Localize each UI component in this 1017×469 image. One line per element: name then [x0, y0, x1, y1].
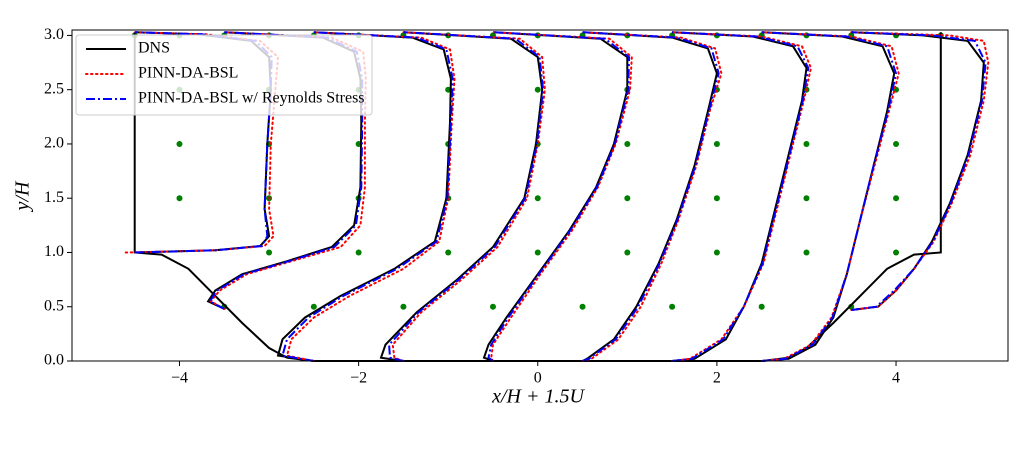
- y-tick-label: 0.5: [44, 297, 64, 314]
- sample-point: [534, 249, 541, 256]
- sample-point: [534, 195, 541, 202]
- sample-point: [624, 140, 631, 147]
- sample-point: [893, 249, 900, 256]
- sample-point: [713, 195, 720, 202]
- x-tick-label: 4: [892, 370, 900, 387]
- y-tick-label: 3.0: [44, 26, 64, 43]
- sample-point: [803, 249, 810, 256]
- y-tick-label: 0.0: [44, 352, 64, 369]
- legend-label: DNS: [138, 40, 170, 57]
- x-tick-label: −4: [171, 370, 188, 387]
- y-tick-label: 2.5: [44, 80, 64, 97]
- sample-point: [445, 249, 452, 256]
- plot-frame: [71, 29, 1009, 362]
- x-axis-label: x/H + 1.5U: [491, 386, 585, 408]
- y-tick-label: 1.5: [44, 189, 64, 206]
- sample-point: [176, 195, 183, 202]
- sample-point: [579, 303, 586, 310]
- sample-point: [803, 195, 810, 202]
- profile-line: [134, 31, 987, 362]
- sample-point: [713, 140, 720, 147]
- sample-point: [758, 303, 765, 310]
- sample-point: [310, 303, 317, 310]
- legend-label: PINN-DA-BSL: [138, 65, 238, 82]
- legend-box: [75, 34, 373, 116]
- sample-point: [803, 140, 810, 147]
- sample-point: [624, 195, 631, 202]
- y-axis-label: y/H: [12, 180, 34, 212]
- sample-point: [489, 303, 496, 310]
- y-tick-label: 2.0: [44, 135, 64, 152]
- sample-point: [400, 303, 407, 310]
- legend-label: PINN-DA-BSL w/ Reynolds Stress: [138, 90, 365, 107]
- sample-point: [624, 249, 631, 256]
- sample-point: [713, 249, 720, 256]
- sample-point: [669, 303, 676, 310]
- sample-point: [893, 140, 900, 147]
- sample-point: [534, 86, 541, 93]
- sample-point: [266, 249, 273, 256]
- sample-point: [893, 195, 900, 202]
- x-tick-label: −2: [350, 370, 367, 387]
- sample-point: [176, 140, 183, 147]
- sample-point: [355, 249, 362, 256]
- y-tick-label: 1.0: [44, 243, 64, 260]
- x-tick-label: 0: [534, 370, 542, 387]
- x-tick-label: 2: [713, 370, 721, 387]
